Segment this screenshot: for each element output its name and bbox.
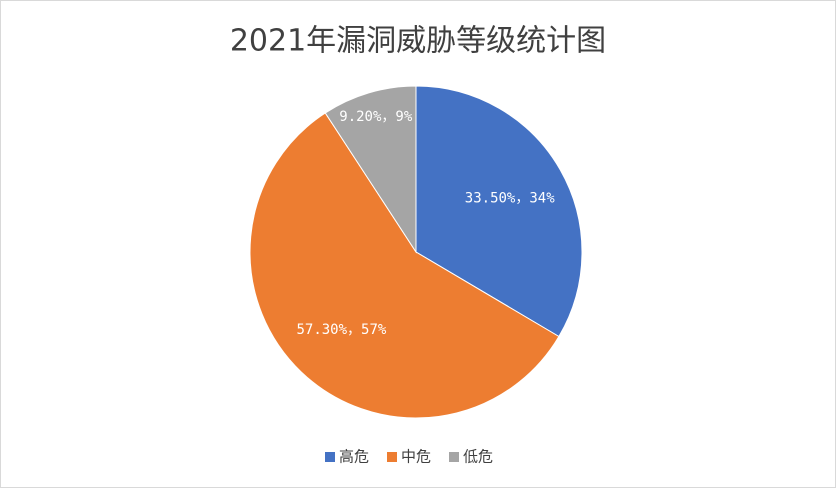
data-label: 9.20%，9% — [339, 109, 413, 125]
data-label: 33.50%，34% — [465, 191, 555, 207]
legend-label: 中危 — [401, 448, 431, 466]
legend-label: 低危 — [463, 448, 493, 466]
legend-swatch — [387, 452, 397, 462]
legend-label: 高危 — [339, 448, 369, 466]
legend-swatch — [325, 452, 335, 462]
data-label: 57.30%，57% — [296, 322, 386, 338]
pie-slice — [324, 85, 417, 254]
pie-slice — [249, 112, 560, 419]
legend: 高危 中危 低危 — [325, 448, 493, 466]
legend-swatch — [449, 452, 459, 462]
pie: 33.50%，34% 57.30%，57% 9.20%，9% — [249, 85, 583, 419]
pie-slice — [415, 85, 583, 338]
chart-title: 2021年漏洞威胁等级统计图 — [230, 24, 606, 59]
